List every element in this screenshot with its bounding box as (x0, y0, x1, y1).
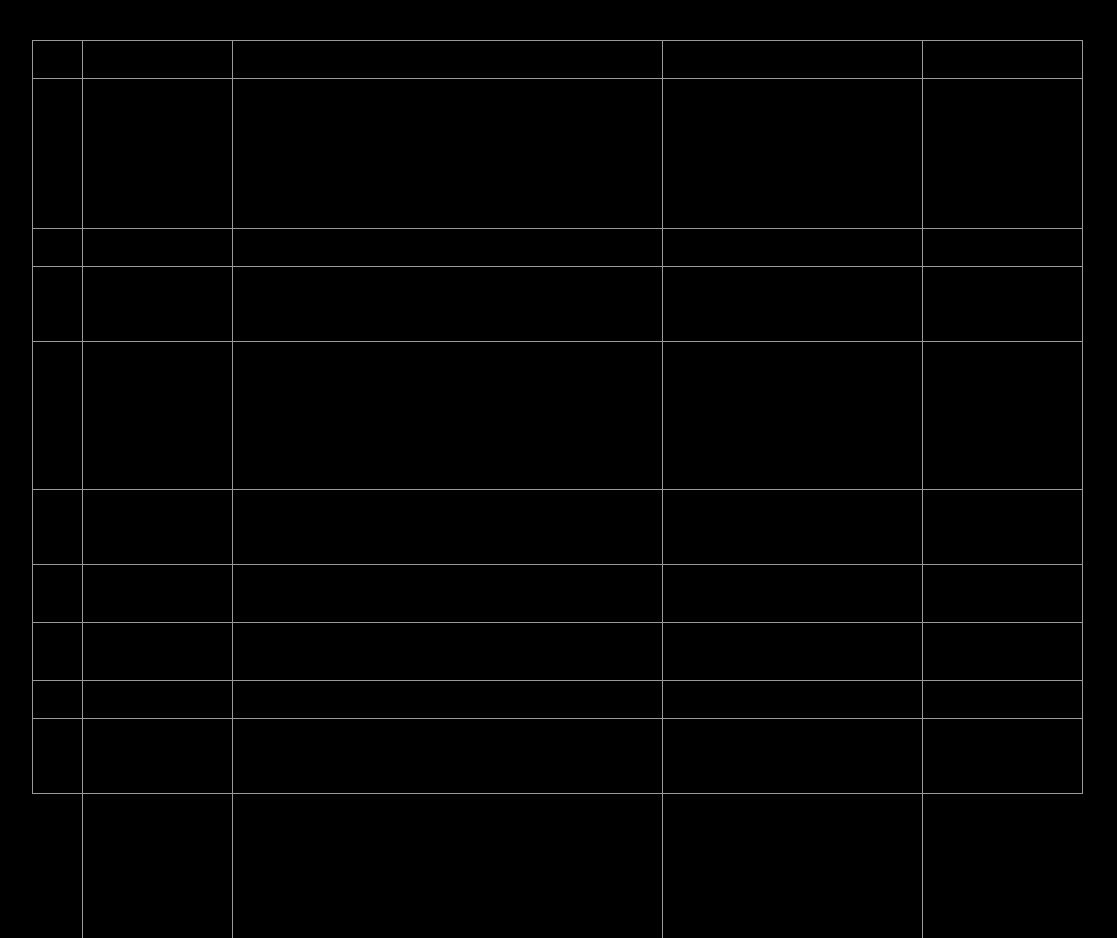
table-cell (663, 41, 923, 79)
table-cell (923, 623, 1083, 681)
table-cell (233, 681, 663, 719)
table-cell (663, 623, 923, 681)
table-row (33, 681, 1083, 719)
table-cell (33, 565, 83, 623)
table-cell (663, 490, 923, 565)
table-cell (233, 623, 663, 681)
table-cell (83, 490, 233, 565)
table-cell (83, 229, 233, 267)
table-cell (233, 79, 663, 229)
table-cell (233, 490, 663, 565)
table-cell (233, 342, 663, 490)
table-row (33, 41, 1083, 79)
table-cell (83, 681, 233, 719)
table-cell (923, 681, 1083, 719)
table-row (33, 719, 1083, 794)
table-cell (663, 565, 923, 623)
table-cell (923, 79, 1083, 229)
table-cell (83, 719, 233, 794)
table-cell (83, 267, 233, 342)
table-cell (663, 342, 923, 490)
table-cell (923, 229, 1083, 267)
table-cell (923, 565, 1083, 623)
table-cell (663, 267, 923, 342)
table-cell (233, 41, 663, 79)
table-row (33, 623, 1083, 681)
table-cell (33, 229, 83, 267)
table-cell (923, 719, 1083, 794)
table-cell (233, 565, 663, 623)
table-cell (83, 623, 233, 681)
table-cell (33, 41, 83, 79)
table-row (33, 79, 1083, 229)
table-cell (663, 79, 923, 229)
table-cell (83, 342, 233, 490)
table-cell (83, 565, 233, 623)
table-cell (33, 719, 83, 794)
vertical-gridline-extension (82, 793, 83, 938)
table-cell (233, 229, 663, 267)
table-cell (923, 267, 1083, 342)
table-cell (33, 490, 83, 565)
table-cell (83, 41, 233, 79)
table-cell (33, 342, 83, 490)
table-cell (83, 79, 233, 229)
vertical-gridline-extension (922, 793, 923, 938)
table-cell (233, 267, 663, 342)
table-cell (923, 342, 1083, 490)
vertical-gridline-extension (662, 793, 663, 938)
data-table (32, 40, 1083, 794)
table-cell (33, 623, 83, 681)
table-cell (33, 79, 83, 229)
table-cell (923, 41, 1083, 79)
table-cell (663, 719, 923, 794)
table-row (33, 490, 1083, 565)
table-cell (663, 681, 923, 719)
table-row (33, 267, 1083, 342)
table-cell (33, 267, 83, 342)
table-row (33, 565, 1083, 623)
table-cell (663, 229, 923, 267)
data-table-wrapper (32, 40, 1082, 794)
table-cell (33, 681, 83, 719)
table-cell (233, 719, 663, 794)
table-cell (923, 490, 1083, 565)
vertical-gridline-extension (232, 793, 233, 938)
table-row (33, 229, 1083, 267)
table-row (33, 342, 1083, 490)
data-table-body (33, 41, 1083, 794)
